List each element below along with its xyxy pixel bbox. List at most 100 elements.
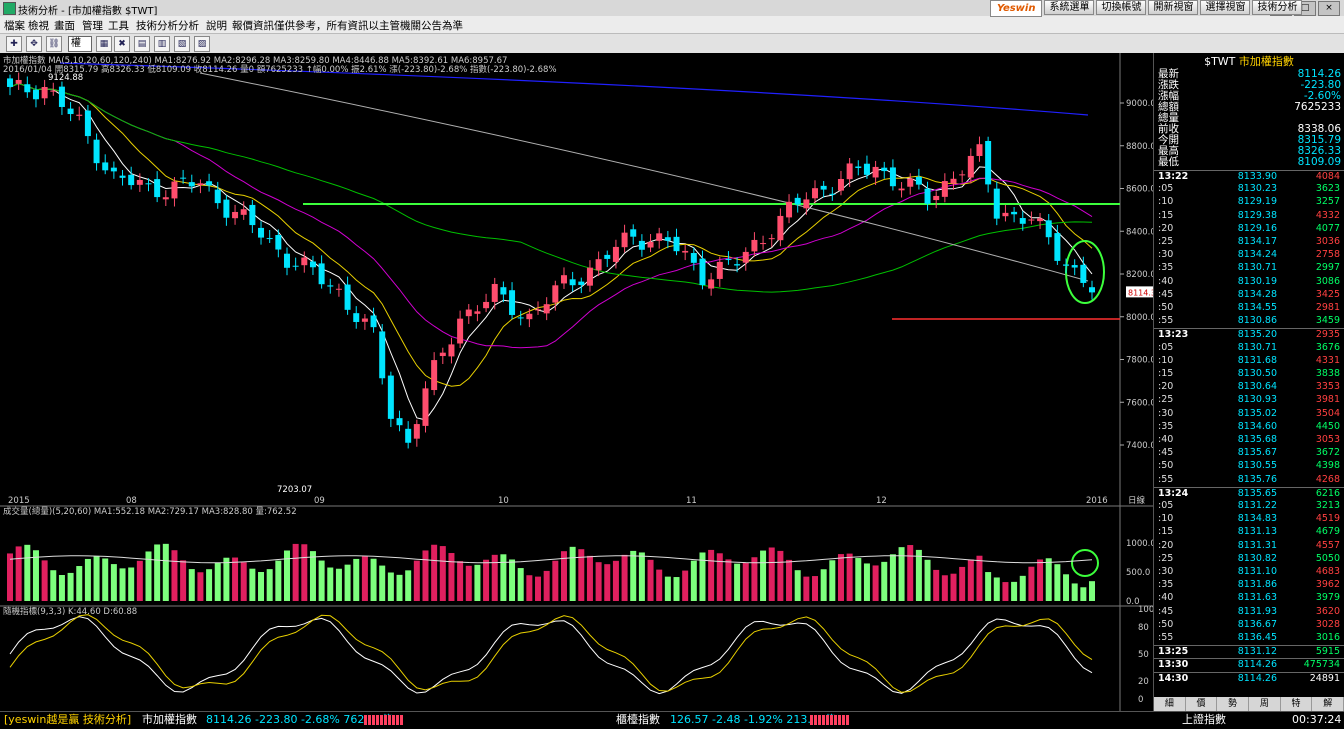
chart-icon[interactable]: ▤ <box>134 36 150 52</box>
new-window-button[interactable]: 開新視窗 <box>1148 0 1199 15</box>
candle-body <box>84 110 91 137</box>
draw-tool-icon[interactable]: ▦ <box>96 36 112 52</box>
tick-row[interactable]: 13:25 8131.12 5915 <box>1154 645 1344 657</box>
tick-row[interactable]: :55 8136.45 3016 <box>1154 632 1344 643</box>
tick-row[interactable]: :20 8129.16 4077 <box>1154 223 1344 234</box>
tick-row[interactable]: :25 8134.17 3036 <box>1154 236 1344 247</box>
volume-bar <box>612 560 619 601</box>
tick-row[interactable]: :45 8135.67 3672 <box>1154 447 1344 458</box>
quote-row: 最高 8326.33 <box>1158 146 1341 157</box>
candle-body <box>612 246 619 262</box>
menu-item-analysis[interactable]: 分析 <box>178 20 199 32</box>
candle-body <box>604 254 611 259</box>
erase-icon[interactable]: ✖ <box>114 36 130 52</box>
menu-item-view[interactable]: 檢視 <box>28 20 49 32</box>
switch-account-button[interactable]: 切換帳號 <box>1096 0 1147 15</box>
tick-row[interactable]: :35 8131.86 3962 <box>1154 579 1344 590</box>
price-indicator-line1: 市加權指數 MA(5,10,20,60,120,240) MA1:8276.92… <box>3 55 507 66</box>
tick-row[interactable]: 13:23 8135.20 2935 <box>1154 328 1344 340</box>
tick-row[interactable]: :30 8131.10 4683 <box>1154 566 1344 577</box>
tick-row[interactable]: :20 8130.64 3353 <box>1154 381 1344 392</box>
tick-row[interactable]: :30 8135.02 3504 <box>1154 408 1344 419</box>
menu-item-manage[interactable]: 管理 <box>82 20 103 32</box>
tick-time: :30 <box>1158 566 1174 577</box>
tick-row[interactable]: :55 8135.76 4268 <box>1154 474 1344 485</box>
volume-bar <box>682 570 689 601</box>
tick-row[interactable]: :35 8134.60 4450 <box>1154 421 1344 432</box>
tech-analysis-button[interactable]: 技術分析 <box>1252 0 1303 15</box>
tab-week[interactable]: 周 <box>1249 697 1281 711</box>
tick-row[interactable]: :20 8131.31 4557 <box>1154 540 1344 551</box>
menu-item-tech-analysis[interactable]: 技術分析 <box>136 20 178 32</box>
tab-detail[interactable]: 細 <box>1154 697 1186 711</box>
candle-body <box>67 108 74 115</box>
indicator-icon[interactable]: ▥ <box>154 36 170 52</box>
quote-row: 漲跌 -223.80 <box>1158 80 1341 91</box>
tick-row[interactable]: 13:24 8135.65 6216 <box>1154 486 1344 499</box>
candle-body <box>725 259 732 261</box>
adjust-select[interactable]: 權 <box>68 36 92 52</box>
tick-row[interactable]: 14:30 8114.26 24891 <box>1154 671 1344 684</box>
move-icon[interactable]: ✥ <box>26 36 42 52</box>
technical-chart[interactable]: 9000.08800.08600.08400.08200.08000.07800… <box>0 53 1153 711</box>
tick-volume: 4450 <box>1315 420 1340 432</box>
quote-row: 最低 8109.09 <box>1158 157 1341 168</box>
volume-bar <box>699 552 706 601</box>
tab-special[interactable]: 特 <box>1281 697 1313 711</box>
tick-row[interactable]: :30 8134.24 2758 <box>1154 249 1344 260</box>
layout-icon[interactable]: ▧ <box>174 36 190 52</box>
tick-row[interactable]: :10 8134.83 4519 <box>1154 513 1344 524</box>
tick-price: 8131.13 <box>1237 526 1277 538</box>
tab-price[interactable]: 價 <box>1186 697 1218 711</box>
tick-volume: 4332 <box>1315 209 1340 221</box>
disclaimer-text: 報價資訊僅供參考，所有資訊以主管機關公告為準 <box>232 20 463 32</box>
crosshair-icon[interactable]: ✚ <box>6 36 22 52</box>
tick-row[interactable]: :15 8129.38 4332 <box>1154 210 1344 221</box>
quote-row: 總量 <box>1158 113 1341 124</box>
system-menu-button[interactable]: 系統選單 <box>1044 0 1095 15</box>
tick-row[interactable]: :15 8131.13 4679 <box>1154 526 1344 537</box>
compare-icon[interactable]: ▨ <box>194 36 210 52</box>
tick-row[interactable]: :15 8130.50 3838 <box>1154 368 1344 379</box>
tick-row[interactable]: :40 8130.19 3086 <box>1154 276 1344 287</box>
close-button[interactable]: × <box>1318 1 1340 16</box>
menu-item-file[interactable]: 檔案 <box>4 20 25 32</box>
candle-body <box>630 229 637 237</box>
tick-row[interactable]: :40 8135.68 3053 <box>1154 434 1344 445</box>
tick-row[interactable]: :35 8130.71 2997 <box>1154 262 1344 273</box>
tick-row[interactable]: :10 8129.19 3257 <box>1154 196 1344 207</box>
price-axis-label: 7600.0 <box>1126 398 1153 408</box>
candle-body <box>318 263 325 285</box>
menu-item-help[interactable]: 說明 <box>206 20 227 32</box>
tick-volume: 5915 <box>1315 646 1340 658</box>
tick-row[interactable]: 13:22 8133.90 4084 <box>1154 170 1344 182</box>
tick-price: 8129.16 <box>1237 222 1277 234</box>
tick-row[interactable]: :05 8131.22 3213 <box>1154 500 1344 511</box>
tick-row[interactable]: 13:30 8114.26 475734 <box>1154 658 1344 670</box>
tick-row[interactable]: :10 8131.68 4331 <box>1154 355 1344 366</box>
tick-row[interactable]: :25 8130.82 5050 <box>1154 553 1344 564</box>
candle-body <box>751 239 758 252</box>
status-link[interactable]: 上證指數 <box>1182 713 1226 726</box>
tick-row[interactable]: :50 8130.55 4398 <box>1154 460 1344 471</box>
select-window-button[interactable]: 選擇視窗 <box>1200 0 1251 15</box>
menu-item-tools[interactable]: 工具 <box>108 20 129 32</box>
tick-row[interactable]: :45 8131.93 3620 <box>1154 606 1344 617</box>
tick-row[interactable]: :25 8130.93 3981 <box>1154 394 1344 405</box>
tick-row[interactable]: :55 8130.86 3459 <box>1154 315 1344 326</box>
tab-explain[interactable]: 解 <box>1312 697 1344 711</box>
tick-time: 14:30 <box>1158 672 1189 684</box>
link-icon[interactable]: ⛓ <box>46 36 62 52</box>
candle-body <box>249 204 256 226</box>
tick-row[interactable]: :50 8136.67 3028 <box>1154 619 1344 630</box>
tick-row[interactable]: :05 8130.23 3623 <box>1154 183 1344 194</box>
tick-row[interactable]: :45 8134.28 3425 <box>1154 289 1344 300</box>
candle-body <box>275 234 282 250</box>
tick-row[interactable]: :40 8131.63 3979 <box>1154 592 1344 603</box>
tick-row[interactable]: :50 8134.55 2981 <box>1154 302 1344 313</box>
menu-item-screen[interactable]: 畫面 <box>54 20 75 32</box>
tab-trend[interactable]: 勢 <box>1217 697 1250 711</box>
candle-body <box>214 189 221 204</box>
tick-row[interactable]: :05 8130.71 3676 <box>1154 342 1344 353</box>
candle-body <box>180 177 187 179</box>
